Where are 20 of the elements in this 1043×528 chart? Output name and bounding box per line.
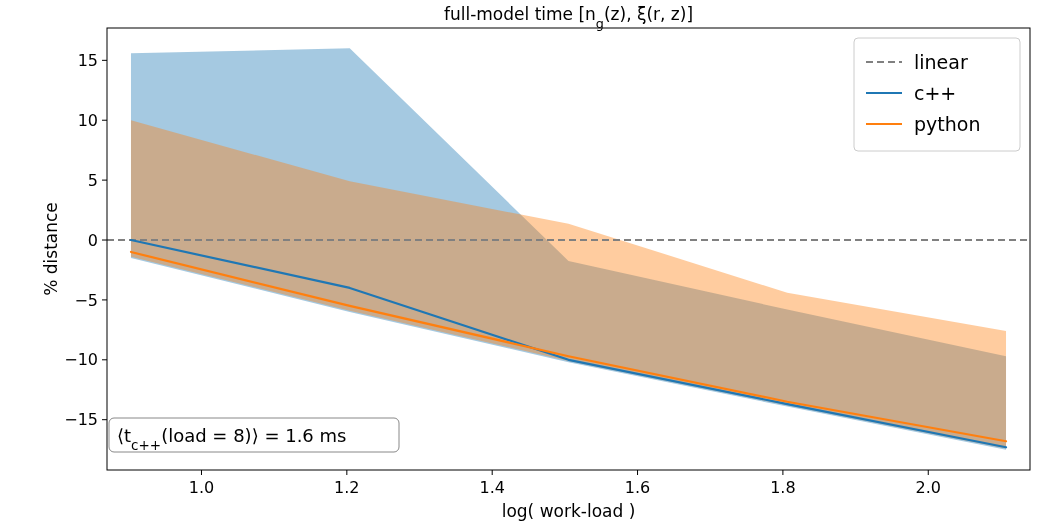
x-axis-title: log( work-load ) — [501, 501, 636, 521]
y-tick-label: −15 — [64, 410, 98, 430]
x-tick-label: 2.0 — [915, 478, 941, 497]
legend-label: linear — [914, 50, 968, 73]
legend-label: python — [914, 112, 981, 135]
y-tick-label: −5 — [74, 290, 98, 310]
chart-title: full-model time [n$_{g}$(z), ξ(r, z)] — [443, 4, 694, 31]
y-axis-title: % distance — [41, 202, 61, 296]
x-tick-label: 1.0 — [188, 478, 215, 497]
x-tick-label: 1.2 — [334, 478, 360, 497]
y-tick-label: −10 — [64, 350, 98, 370]
x-tick-label: 1.8 — [770, 478, 796, 497]
x-tick-label: 1.4 — [479, 478, 505, 497]
y-tick-label: 15 — [77, 50, 98, 70]
legend-label: c++ — [914, 81, 957, 104]
x-tick-label: 1.6 — [624, 478, 651, 497]
annotation: ⟨t$_{c++}$(load = 8)⟩ = 1.6 ms — [117, 425, 347, 453]
y-tick-label: 5 — [87, 170, 98, 190]
y-tick-label: 10 — [77, 110, 98, 130]
y-tick-label: 0 — [87, 230, 98, 250]
